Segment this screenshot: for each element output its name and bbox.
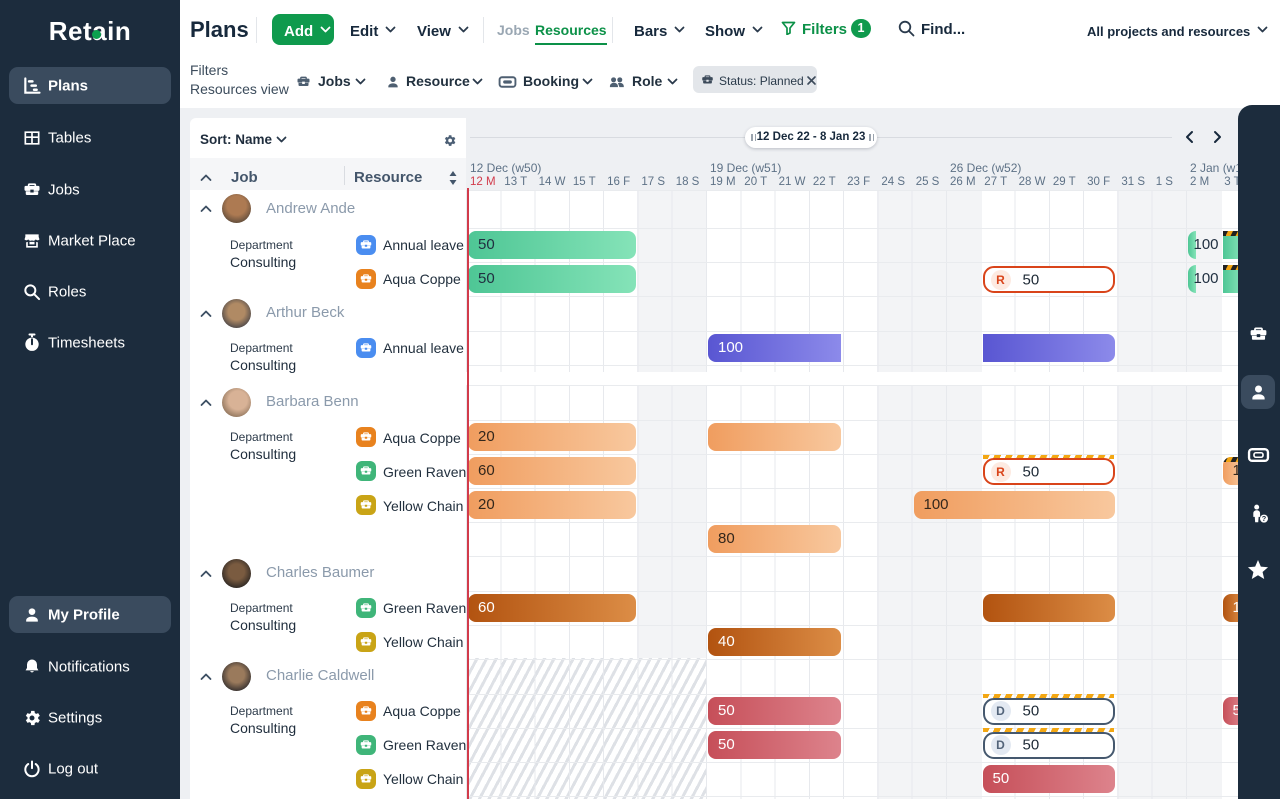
svg-text:?: ? (1262, 514, 1267, 523)
